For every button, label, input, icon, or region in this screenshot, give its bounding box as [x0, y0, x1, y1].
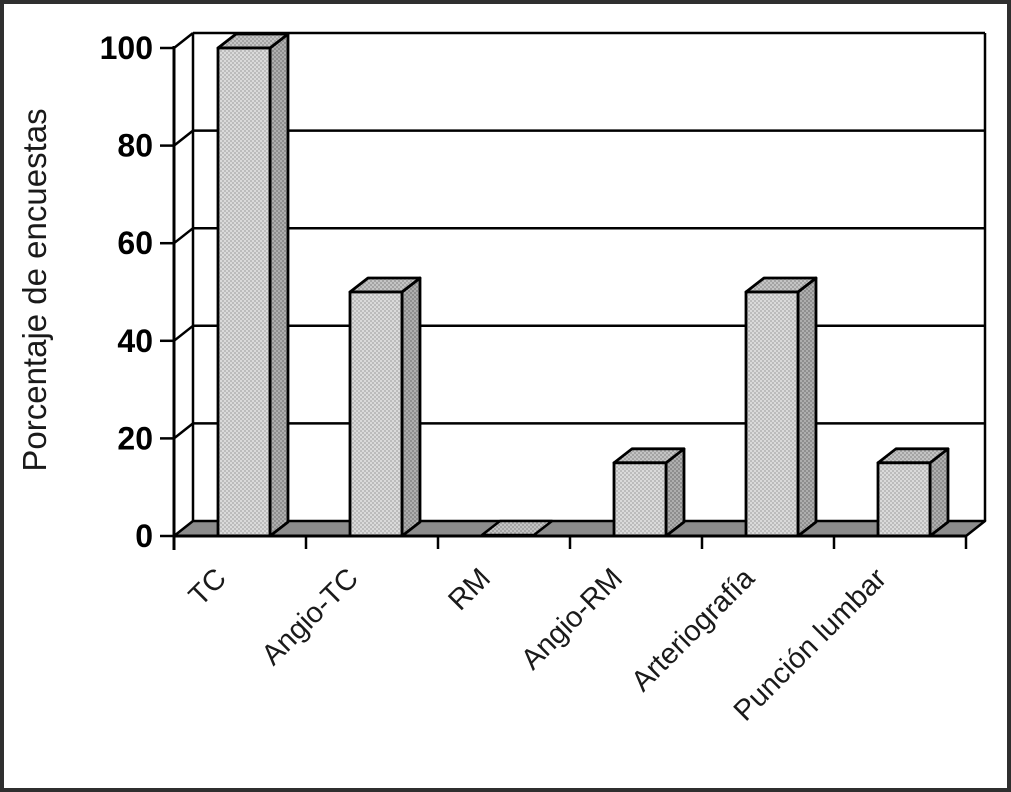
- bar-angio-tc-side-face: [400, 276, 422, 538]
- bar-arteriografia-side-face: [796, 276, 818, 538]
- y-axis-title: Porcentaje de encuestas: [16, 108, 53, 471]
- bar-angio-tc-front-face: [348, 290, 404, 538]
- wall-connector-80: [173, 129, 194, 147]
- wall-connector-20: [173, 422, 194, 440]
- bar-tc-front-face: [216, 46, 272, 538]
- category-label-angio-rm: Angio-RM: [515, 562, 629, 676]
- bar-tc-side-face: [268, 32, 290, 538]
- bar-angio-rm: [612, 447, 686, 538]
- y-tick-label-20: 20: [117, 420, 153, 456]
- chart-floor: [172, 519, 987, 538]
- wall-connector-40: [173, 324, 194, 342]
- category-label-rm: RM: [442, 562, 497, 617]
- bar-angio-tc: [348, 276, 422, 538]
- bar-puncion-lumbar-front-face: [876, 461, 932, 538]
- category-label-angio-tc: Angio-TC: [256, 562, 365, 671]
- bar-tc: [216, 32, 290, 538]
- y-tick-label-0: 0: [135, 518, 153, 554]
- y-tick-label-100: 100: [100, 30, 153, 66]
- wall-connector-100: [173, 32, 194, 49]
- y-tick-label-40: 40: [117, 323, 153, 359]
- bar-arteriografia: [744, 276, 818, 538]
- bar-arteriografia-front-face: [744, 290, 800, 538]
- bar-puncion-lumbar: [876, 447, 950, 538]
- wall-connector-60: [173, 227, 194, 245]
- y-tick-label-60: 60: [117, 225, 153, 261]
- category-label-arteriografia: Arteriografía: [625, 562, 761, 698]
- y-tick-label-80: 80: [117, 128, 153, 164]
- bar-angio-rm-front-face: [612, 461, 668, 538]
- category-label-tc: TC: [183, 562, 233, 612]
